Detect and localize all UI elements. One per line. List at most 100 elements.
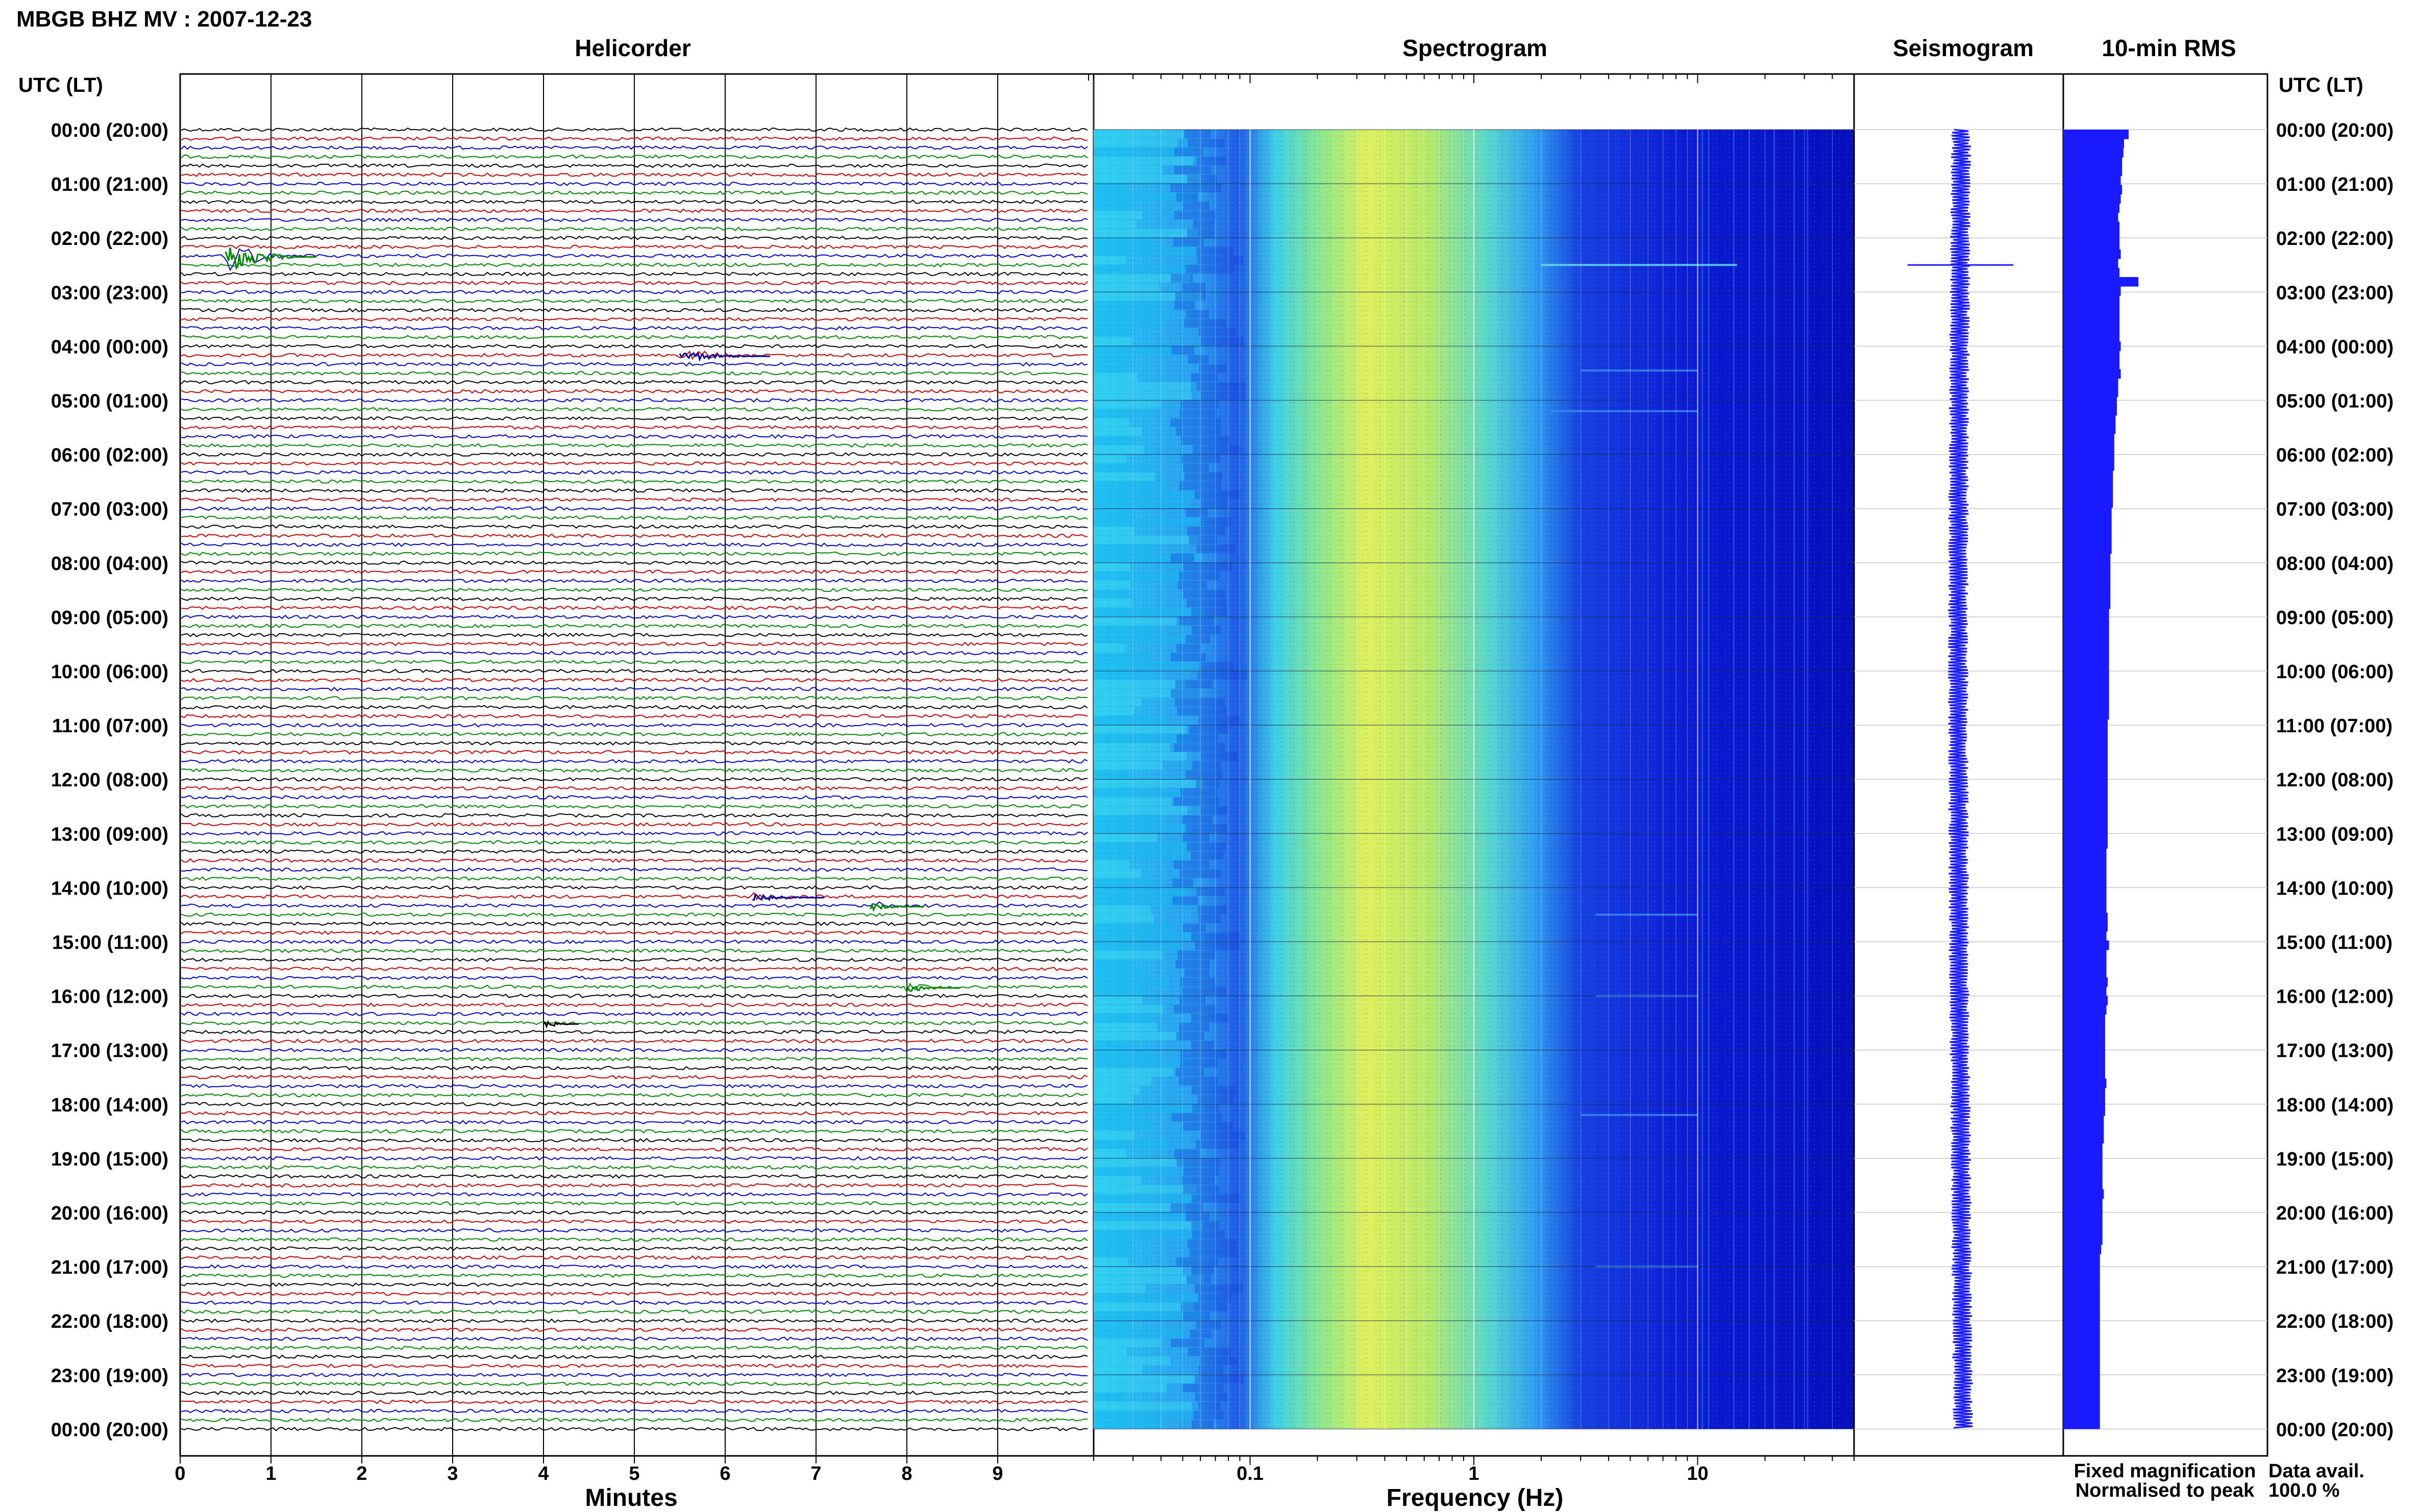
spectrogram-row-band xyxy=(1094,752,1187,761)
spectrogram-row-band xyxy=(1179,616,1214,626)
spectrogram-row-band xyxy=(1196,887,1224,896)
rms-bar xyxy=(2063,793,2108,803)
helicorder-trace xyxy=(181,1408,1088,1414)
helicorder-trace xyxy=(181,587,1088,592)
spectrogram-row-band xyxy=(1094,436,1136,445)
spectrogram-row-band xyxy=(1196,779,1220,788)
rms-bar xyxy=(2063,1051,2105,1061)
helicorder-trace xyxy=(181,858,1088,863)
time-label-right: 19:00 (15:00) xyxy=(2276,1149,2393,1170)
rms-bar xyxy=(2063,166,2122,176)
minute-tick-label: 2 xyxy=(356,1463,367,1484)
rms-bar xyxy=(2063,590,2111,600)
seismogram-trace xyxy=(1947,129,1973,1429)
spectrogram-row-band xyxy=(1192,1230,1225,1239)
rms-bar xyxy=(2063,130,2129,139)
spectrogram-row-band xyxy=(1094,418,1129,427)
helicorder-trace xyxy=(181,308,1088,313)
spectrogram-row-band xyxy=(1170,184,1222,192)
spectrogram-row-band xyxy=(1175,680,1213,689)
rms-bar xyxy=(2063,1152,2103,1162)
spectrogram-row-band xyxy=(1174,147,1204,157)
helicorder-trace xyxy=(181,668,1088,674)
spectrogram-row-band xyxy=(1170,418,1221,427)
spectrogram-row-band xyxy=(1094,364,1128,373)
spectrogram-row-band xyxy=(1094,923,1176,932)
time-label-left: 14:00 (10:00) xyxy=(51,878,168,899)
time-label-right: 00:00 (20:00) xyxy=(2276,1419,2393,1441)
helicorder-trace xyxy=(181,1156,1088,1161)
spectrogram-row-band xyxy=(1094,445,1145,454)
spectrogram-row-band xyxy=(1187,842,1226,851)
helicorder-trace xyxy=(181,939,1088,944)
spectrogram-row-band xyxy=(1179,1077,1218,1086)
rms-bar xyxy=(2063,1032,2105,1043)
helicorder-trace xyxy=(181,831,1088,836)
rms-bar xyxy=(2063,1262,2100,1273)
time-label-right: 12:00 (08:00) xyxy=(2276,770,2393,791)
helicorder-trace xyxy=(181,200,1088,204)
spectrogram-row-band xyxy=(1181,454,1220,463)
rms-bar xyxy=(2063,489,2113,499)
helicorder-trace xyxy=(181,786,1088,791)
time-label-right: 07:00 (03:00) xyxy=(2276,499,2393,520)
spectrogram-row-band xyxy=(1094,238,1155,246)
spectrogram-row-band xyxy=(1200,337,1244,346)
time-label-left: 11:00 (07:00) xyxy=(52,715,168,737)
rms-bar xyxy=(2063,1106,2105,1116)
spectrogram-row-band xyxy=(1184,472,1222,481)
helicorder-trace xyxy=(181,136,1088,141)
time-label-right: 23:00 (19:00) xyxy=(2276,1365,2393,1386)
helicorder-trace xyxy=(181,1165,1088,1170)
spectrogram-row-band xyxy=(1179,996,1205,1005)
helicorder-trace xyxy=(181,1264,1088,1269)
time-label-right: 02:00 (22:00) xyxy=(2276,228,2393,250)
helicorder-trace xyxy=(181,1129,1088,1134)
rms-bar xyxy=(2063,1382,2100,1393)
rms-bar xyxy=(2063,1060,2105,1070)
spectrogram-row-band xyxy=(1094,1257,1128,1266)
helicorder-trace xyxy=(181,217,1088,222)
minute-tick-label: 7 xyxy=(810,1463,821,1484)
time-label-left: 09:00 (05:00) xyxy=(51,607,168,629)
rms-bar xyxy=(2063,931,2107,941)
spectrogram-row-band xyxy=(1187,229,1214,238)
rms-bar xyxy=(2063,286,2121,296)
spectrogram-row-band xyxy=(1094,761,1163,770)
spectrogram-row-band xyxy=(1094,373,1138,382)
helicorder-trace xyxy=(181,145,1088,150)
rms-bar xyxy=(2063,950,2107,959)
spectrogram-row-band xyxy=(1094,878,1155,887)
spectrogram-row-band xyxy=(1188,1347,1231,1356)
spectrogram-row-band xyxy=(1094,192,1192,202)
helicorder-trace xyxy=(181,849,1088,854)
minute-tick-label: 3 xyxy=(447,1463,458,1484)
spectrogram-row-band xyxy=(1185,265,1235,274)
spectrogram-row-band xyxy=(1188,138,1225,147)
spectrogram-row-band xyxy=(1182,833,1210,842)
spectrogram-row-band xyxy=(1176,1158,1220,1167)
spectrogram-row-band xyxy=(1094,454,1126,463)
helicorder-trace xyxy=(181,380,1088,385)
spectrogram-row-band xyxy=(1191,1221,1219,1230)
time-label-left: 15:00 (11:00) xyxy=(52,932,168,954)
spectrogram-row-band xyxy=(1186,635,1211,643)
rms-bar xyxy=(2063,1410,2100,1420)
rms-bar xyxy=(2063,811,2108,821)
time-label-left: 16:00 (12:00) xyxy=(51,986,168,1008)
helicorder-trace xyxy=(181,723,1088,728)
spectrogram-row-band xyxy=(1094,680,1186,689)
helicorder-trace xyxy=(181,1075,1088,1080)
rms-bar xyxy=(2063,277,2139,287)
spectrogram-row-band xyxy=(1192,1104,1219,1113)
spectrogram-row-band xyxy=(1199,1356,1237,1366)
helicorder-trace xyxy=(181,154,1088,159)
helicorder-event xyxy=(870,903,924,912)
spectrogram-row-band xyxy=(1094,1248,1136,1257)
time-label-left: 20:00 (16:00) xyxy=(51,1203,168,1224)
helicorder-trace xyxy=(181,912,1088,917)
rms-bar xyxy=(2063,1373,2100,1383)
spectrogram-row-band xyxy=(1198,716,1241,725)
spectrogram-row-band xyxy=(1094,1122,1155,1131)
spectrogram-row-band xyxy=(1195,1284,1243,1293)
